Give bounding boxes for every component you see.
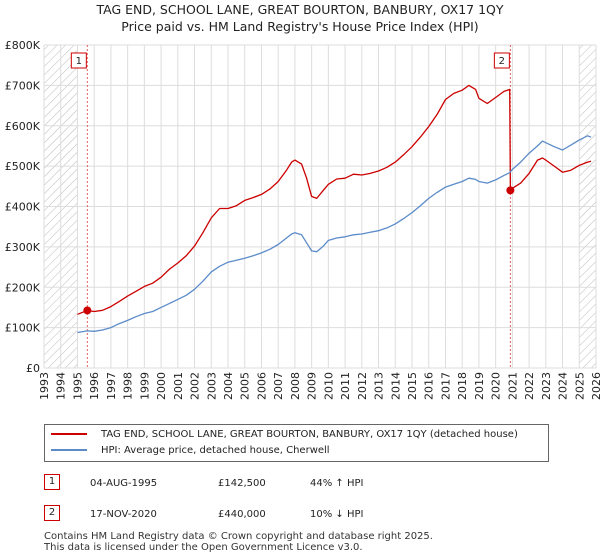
x-tick-label: 2017 xyxy=(439,372,452,400)
legend-swatch-hpi xyxy=(51,449,87,451)
sale-label: 1 xyxy=(76,56,82,67)
y-tick-label: £0 xyxy=(26,362,40,375)
legend-label-hpi: HPI: Average price, detached house, Cher… xyxy=(101,445,330,456)
legend-label-property: TAG END, SCHOOL LANE, GREAT BOURTON, BAN… xyxy=(101,429,518,440)
x-tick-label: 2014 xyxy=(389,372,402,400)
y-tick-label: £800K xyxy=(5,39,41,52)
x-tick-label: 2020 xyxy=(490,372,503,400)
sale-price: £440,000 xyxy=(218,509,266,520)
x-tick-label: 2023 xyxy=(540,372,553,400)
x-tick-label: 1996 xyxy=(88,372,101,400)
x-tick-label: 2008 xyxy=(289,372,302,400)
x-tick-label: 2001 xyxy=(172,372,185,400)
legend: TAG END, SCHOOL LANE, GREAT BOURTON, BAN… xyxy=(44,424,549,462)
hpi-line xyxy=(77,135,592,334)
x-tick-label: 1997 xyxy=(105,372,118,400)
x-tick-label: 2011 xyxy=(339,372,352,400)
sale-price: £142,500 xyxy=(218,478,266,489)
chart-subtitle: Price paid vs. HM Land Registry's House … xyxy=(121,19,479,34)
x-tick-label: 2000 xyxy=(155,372,168,400)
sale-label: 2 xyxy=(499,56,505,67)
x-tick-label: 2002 xyxy=(189,372,202,400)
sale-number-badge: 2 xyxy=(44,505,60,521)
legend-item-property: TAG END, SCHOOL LANE, GREAT BOURTON, BAN… xyxy=(51,427,518,443)
y-tick-label: £100K xyxy=(5,322,41,335)
legend-swatch-property xyxy=(51,433,87,435)
x-tick-label: 1999 xyxy=(138,372,151,400)
x-tick-label: 2006 xyxy=(255,372,268,400)
sale-number-badge: 1 xyxy=(44,474,60,490)
x-tick-label: 1998 xyxy=(122,372,135,400)
x-tick-label: 2005 xyxy=(239,372,252,400)
sale-hpi-diff: 10% ↓ HPI xyxy=(310,509,364,520)
chart-title: TAG END, SCHOOL LANE, GREAT BOURTON, BAN… xyxy=(96,2,504,17)
price-chart: 1 2 £0 £100K £200K £300K £400K £500K £600K £700K… xyxy=(5,39,600,400)
sale-point xyxy=(83,306,92,315)
y-tick-label: £700K xyxy=(5,79,41,92)
x-tick-label: 2003 xyxy=(205,372,218,400)
x-tick-label: 2013 xyxy=(373,372,386,400)
y-tick-label: £500K xyxy=(5,160,41,173)
y-tick-label: £300K xyxy=(5,241,41,254)
sale-date: 17-NOV-2020 xyxy=(90,509,157,520)
x-tick-label: 1994 xyxy=(55,372,68,400)
sale-label-box xyxy=(493,52,510,69)
x-tick-label: 2022 xyxy=(523,372,536,400)
legend-item-hpi: HPI: Average price, detached house, Cher… xyxy=(51,443,330,459)
sale-date: 04-AUG-1995 xyxy=(90,478,158,489)
property-price-line xyxy=(77,84,592,315)
footer-line-copyright: Contains HM Land Registry data © Crown c… xyxy=(44,531,433,542)
x-tick-label: 2024 xyxy=(557,372,570,400)
y-tick-label: £600K xyxy=(5,120,41,133)
y-tick-label: £200K xyxy=(5,281,41,294)
x-tick-label: 2026 xyxy=(590,372,600,400)
x-tick-label: 1995 xyxy=(71,372,84,400)
x-tick-label: 2010 xyxy=(322,372,335,400)
footer-line-licence: This data is licensed under the Open Gov… xyxy=(44,542,363,553)
x-tick-label: 2007 xyxy=(272,372,285,400)
x-tick-label: 2004 xyxy=(222,372,235,400)
x-tick-label: 2025 xyxy=(573,372,586,400)
x-tick-label: 1993 xyxy=(38,372,51,400)
x-tick-label: 2019 xyxy=(473,372,486,400)
y-tick-label: £400K xyxy=(5,201,41,214)
sale-label-box xyxy=(70,52,87,69)
x-tick-label: 2016 xyxy=(423,372,436,400)
x-tick-label: 2018 xyxy=(456,372,469,400)
footer-attribution: Contains HM Land Registry data © Crown c… xyxy=(44,531,433,553)
x-tick-label: 2009 xyxy=(306,372,319,400)
x-tick-label: 2021 xyxy=(506,372,519,400)
x-tick-label: 2015 xyxy=(406,372,419,400)
sale-hpi-diff: 44% ↑ HPI xyxy=(310,478,364,489)
sale-point xyxy=(506,186,515,195)
x-tick-label: 2012 xyxy=(356,372,369,400)
